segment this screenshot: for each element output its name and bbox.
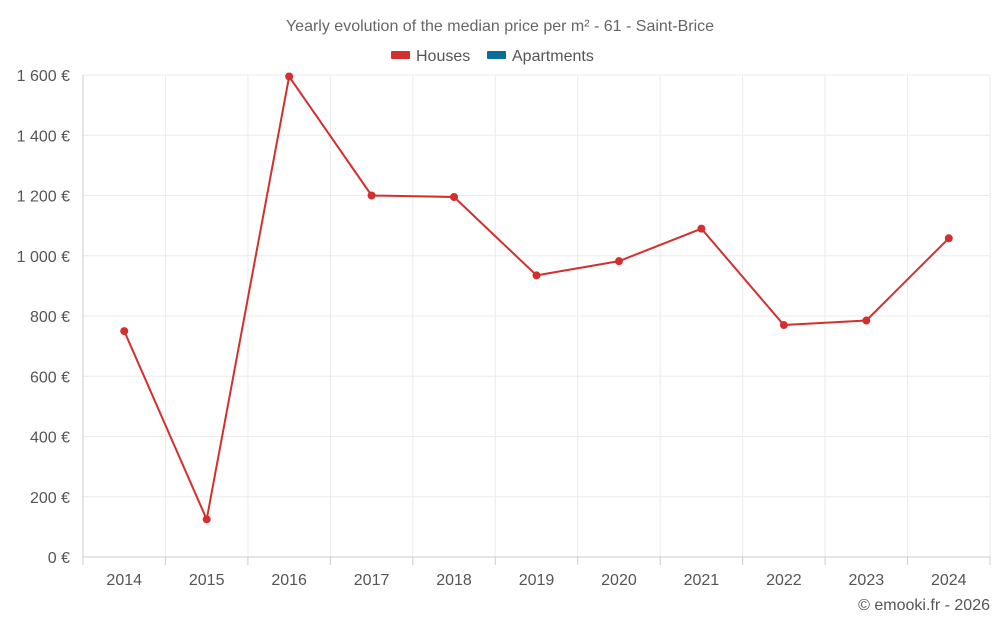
x-tick-label: 2024 (931, 572, 967, 589)
data-point-houses[interactable] (367, 191, 376, 200)
grid (82, 74, 991, 557)
y-axis-ticks: 0 € 200 € 400 € 600 € 800 € 1 000 € 1 200 € 1 4… (17, 68, 70, 567)
data-point-houses[interactable] (532, 271, 541, 280)
y-tick-label: 1 600 € (17, 68, 70, 85)
x-tick-label: 2017 (354, 572, 390, 589)
y-tick-label: 1 400 € (17, 128, 70, 145)
data-point-houses[interactable] (862, 316, 871, 325)
x-tick-label: 2019 (519, 572, 555, 589)
legend-label-houses: Houses (416, 48, 470, 65)
legend-item-houses[interactable]: Houses (391, 48, 470, 65)
data-point-houses[interactable] (944, 234, 953, 243)
chart-title: Yearly evolution of the median price per… (286, 18, 714, 35)
data-point-houses[interactable] (779, 321, 788, 330)
x-tick-label: 2016 (271, 572, 307, 589)
x-tick-label: 2020 (601, 572, 637, 589)
credit-text: © emooki.fr - 2026 (858, 597, 990, 614)
x-tick-label: 2014 (106, 572, 142, 589)
x-axis-ticks: 2014 2015 2016 2017 2018 2019 2020 2021 2022 2023… (106, 572, 966, 589)
legend: Houses Apartments (391, 48, 594, 65)
x-tick-label: 2015 (189, 572, 225, 589)
legend-swatch-apartments (487, 51, 506, 59)
data-point-houses[interactable] (450, 193, 459, 202)
legend-label-apartments: Apartments (512, 48, 594, 65)
y-tick-label: 1 000 € (17, 249, 70, 266)
y-tick-label: 800 € (30, 309, 70, 326)
x-tick-label: 2021 (684, 572, 720, 589)
x-tick-label: 2023 (849, 572, 885, 589)
data-point-houses[interactable] (697, 224, 706, 233)
x-tick-label: 2022 (766, 572, 802, 589)
series-layer (120, 72, 953, 524)
y-tick-label: 400 € (30, 430, 70, 447)
y-tick-label: 0 € (48, 550, 70, 567)
legend-item-apartments[interactable]: Apartments (487, 48, 594, 65)
data-point-houses[interactable] (202, 515, 211, 524)
y-tick-label: 1 200 € (17, 189, 70, 206)
axes (82, 556, 991, 565)
y-tick-label: 600 € (30, 369, 70, 386)
data-point-houses[interactable] (285, 72, 294, 81)
data-point-houses[interactable] (120, 327, 129, 336)
y-tick-label: 200 € (30, 490, 70, 507)
x-tick-label: 2018 (436, 572, 472, 589)
legend-swatch-houses (391, 51, 410, 59)
data-point-houses[interactable] (614, 257, 623, 266)
